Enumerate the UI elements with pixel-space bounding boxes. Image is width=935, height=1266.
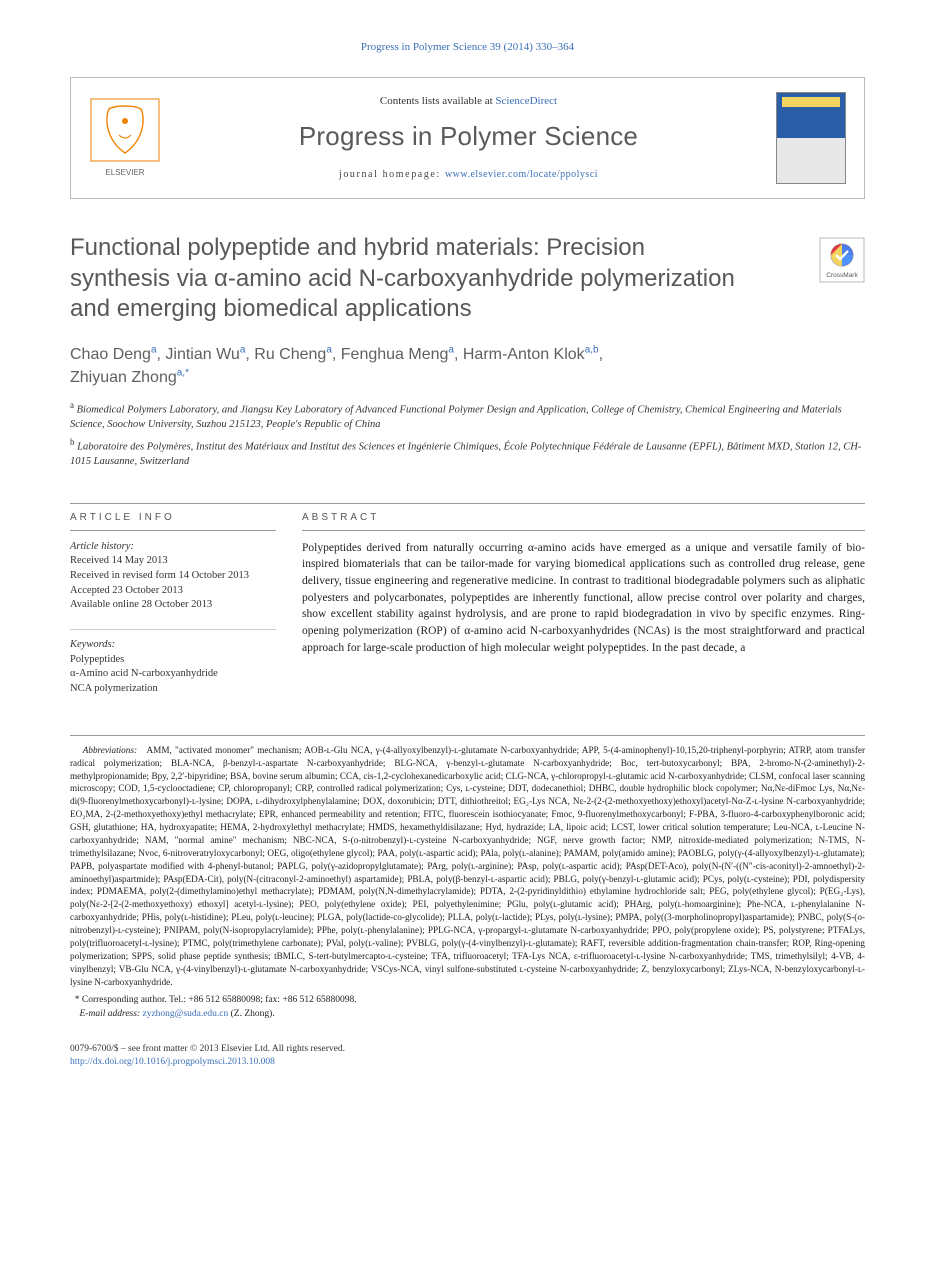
author: Harm-Anton Kloka,b: [463, 346, 599, 363]
corresp-star: *: [75, 995, 80, 1005]
author-list: Chao Denga, Jintian Wua, Ru Chenga, Feng…: [70, 343, 865, 389]
keyword: α-Amino acid N-carboxyanhydride: [70, 667, 276, 682]
history-received: Received 14 May 2013: [70, 554, 276, 569]
corresponding-author: * Corresponding author. Tel.: +86 512 65…: [70, 994, 865, 1021]
svg-text:CrossMark: CrossMark: [826, 272, 858, 279]
journal-cover-thumbnail: [776, 92, 846, 184]
affiliation-a: a Biomedical Polymers Laboratory, and Ji…: [70, 399, 865, 432]
issn-copyright-line: 0079-6700/$ – see front matter © 2013 El…: [70, 1043, 865, 1056]
history-label: Article history:: [70, 540, 276, 555]
contents-available-line: Contents lists available at ScienceDirec…: [171, 94, 766, 109]
abbreviations-block: Abbreviations: AMM, "activated monomer" …: [70, 735, 865, 1021]
page-footer: 0079-6700/$ – see front matter © 2013 El…: [70, 1043, 865, 1070]
sciencedirect-link[interactable]: ScienceDirect: [495, 95, 557, 107]
article-history: Article history: Received 14 May 2013 Re…: [70, 540, 276, 613]
journal-homepage-link[interactable]: www.elsevier.com/locate/ppolysci: [445, 169, 598, 180]
abstract-heading: abstract: [302, 504, 865, 531]
corresp-label: Corresponding author. Tel.: +86 512 6588…: [82, 995, 357, 1005]
masthead-center: Contents lists available at ScienceDirec…: [161, 94, 776, 181]
info-divider: [70, 629, 276, 630]
svg-text:ELSEVIER: ELSEVIER: [105, 168, 144, 177]
keyword: Polypeptides: [70, 653, 276, 668]
info-abstract-row: article info Article history: Received 1…: [70, 503, 865, 713]
history-accepted: Accepted 23 October 2013: [70, 584, 276, 599]
doi-link[interactable]: http://dx.doi.org/10.1016/j.progpolymsci…: [70, 1057, 275, 1067]
abbrev-text: AMM, "activated monomer" mechanism; AOB-…: [70, 745, 865, 987]
article-info-column: article info Article history: Received 1…: [70, 504, 276, 713]
page-reference: Progress in Polymer Science 39 (2014) 33…: [70, 40, 865, 55]
elsevier-logo: ELSEVIER: [89, 97, 161, 179]
author: Zhiyuan Zhonga,*: [70, 369, 189, 386]
email-label: E-mail address:: [80, 1009, 141, 1019]
journal-masthead: ELSEVIER Contents lists available at Sci…: [70, 77, 865, 199]
journal-name: Progress in Polymer Science: [171, 119, 766, 154]
keywords-label: Keywords:: [70, 638, 276, 653]
history-online: Available online 28 October 2013: [70, 598, 276, 613]
author: Ru Chenga: [254, 346, 332, 363]
keyword: NCA polymerization: [70, 682, 276, 697]
author: Chao Denga: [70, 346, 157, 363]
article-info-heading: article info: [70, 504, 276, 531]
contents-prefix: Contents lists available at: [380, 95, 495, 107]
author: Jintian Wua: [165, 346, 245, 363]
email-person: (Z. Zhong).: [231, 1009, 275, 1019]
abstract-column: abstract Polypeptides derived from natur…: [302, 504, 865, 713]
affiliation-b: b Laboratoire des Polymères, Institut de…: [70, 436, 865, 469]
article-title: Functional polypeptide and hybrid materi…: [70, 233, 750, 325]
corresponding-email-link[interactable]: zyzhong@suda.edu.cn: [142, 1009, 228, 1019]
crossmark-badge[interactable]: CrossMark: [819, 237, 865, 283]
keywords-block: Keywords: Polypeptides α-Amino acid N-ca…: [70, 638, 276, 697]
abbrev-lead: Abbreviations:: [83, 745, 137, 755]
homepage-prefix: journal homepage:: [339, 169, 445, 180]
journal-homepage-line: journal homepage: www.elsevier.com/locat…: [171, 168, 766, 182]
history-revised: Received in revised form 14 October 2013: [70, 569, 276, 584]
author: Fenghua Menga: [341, 346, 454, 363]
article-header: Functional polypeptide and hybrid materi…: [70, 233, 865, 325]
abstract-text: Polypeptides derived from naturally occu…: [302, 540, 865, 657]
